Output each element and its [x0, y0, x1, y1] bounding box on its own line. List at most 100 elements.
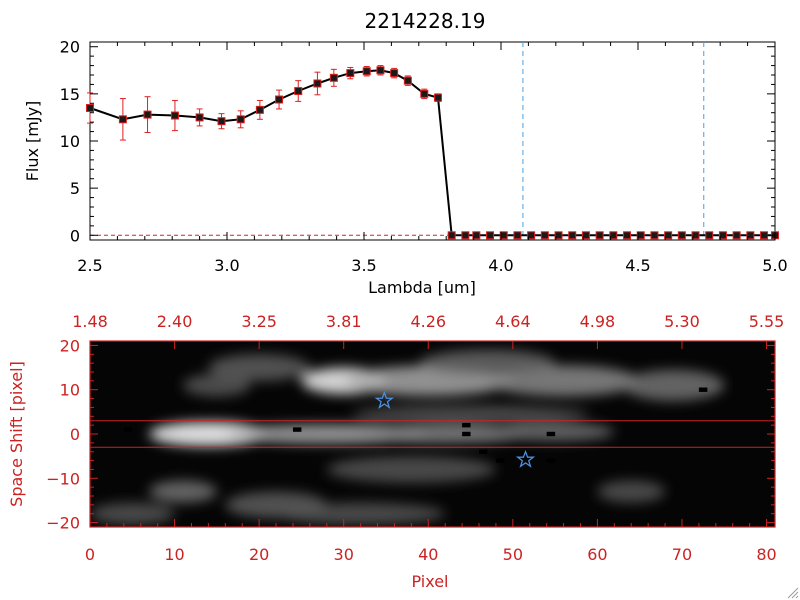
- data-point: [346, 69, 355, 78]
- bad-pixel: [479, 449, 488, 454]
- data-point: [118, 115, 127, 124]
- y-tick-label: 15: [60, 85, 80, 104]
- emission-blob: [276, 502, 446, 525]
- pixel-axis-label: Pixel: [411, 572, 448, 591]
- y-tick-label: 20: [60, 38, 80, 57]
- x-tick-label: 4.0: [488, 256, 513, 275]
- data-point: [677, 231, 686, 240]
- data-point: [403, 76, 412, 85]
- data-point: [760, 231, 769, 240]
- emission-blob: [326, 456, 496, 483]
- pixel-tick-label: 40: [418, 545, 438, 564]
- y-tick-label: 10: [60, 132, 80, 151]
- wavelength-top-label: 1.48: [72, 312, 108, 331]
- data-point: [554, 231, 563, 240]
- data-point: [195, 113, 204, 122]
- y-tick-label: 0: [70, 226, 80, 245]
- emission-blob: [622, 369, 725, 401]
- emission-blob: [352, 405, 589, 423]
- chart-title: 2214228.19: [365, 9, 486, 33]
- bad-pixel: [292, 427, 302, 432]
- data-point: [581, 231, 590, 240]
- pixel-tick-label: 80: [756, 545, 776, 564]
- x-tick-label: 3.0: [214, 256, 239, 275]
- data-point: [170, 111, 179, 120]
- data-point: [595, 231, 604, 240]
- data-point: [718, 231, 727, 240]
- x-tick-label: 4.5: [625, 256, 650, 275]
- bad-pixel: [495, 458, 505, 463]
- flux-series-line: [89, 69, 775, 237]
- wavelength-top-label: 3.81: [326, 312, 362, 331]
- emission-blob: [149, 480, 217, 503]
- wavelength-top-label: 5.55: [749, 312, 785, 331]
- shift-tick-label: 10: [60, 381, 80, 400]
- data-point: [664, 231, 673, 240]
- wavelength-top-label: 4.98: [580, 312, 616, 331]
- resize-grip[interactable]: [787, 587, 799, 599]
- data-point: [217, 117, 226, 126]
- data-point: [486, 231, 495, 240]
- x-tick-label: 2.5: [77, 256, 102, 275]
- data-point: [329, 73, 338, 82]
- bad-pixel: [546, 431, 556, 437]
- pixel-tick-label: 20: [249, 545, 269, 564]
- data-point: [376, 66, 385, 75]
- data-point: [390, 69, 399, 78]
- wavelength-top-label: 3.25: [241, 312, 277, 331]
- wavelength-top-label: 4.64: [495, 312, 531, 331]
- bad-pixel: [546, 458, 556, 463]
- emission-blob: [360, 425, 530, 443]
- x-axis-label: Lambda [um]: [368, 278, 476, 297]
- spectrum-panel: 2214228.19 2.5 3.0 3.5 4.0 4.5 5.0 0 5 10 15 20 L…: [23, 9, 788, 297]
- pixel-tick-label: 50: [503, 545, 523, 564]
- data-point: [609, 231, 618, 240]
- bad-pixel: [462, 422, 471, 428]
- data-point: [461, 231, 470, 240]
- data-point: [236, 115, 245, 124]
- bad-pixel: [462, 431, 471, 437]
- data-point: [513, 231, 522, 240]
- data-point: [420, 89, 429, 98]
- data-point: [691, 231, 700, 240]
- data-point: [636, 231, 645, 240]
- data-point: [650, 231, 659, 240]
- emission-blob: [90, 502, 175, 525]
- data-point: [568, 231, 577, 240]
- data-point: [540, 231, 549, 240]
- data-point: [255, 105, 264, 114]
- spectrum-plot-frame: [89, 41, 776, 241]
- bad-pixel: [698, 387, 708, 392]
- data-point: [499, 231, 508, 240]
- emission-blob: [419, 349, 556, 377]
- data-point: [362, 67, 371, 76]
- wavelength-top-label: 2.40: [157, 312, 193, 331]
- y-tick-label: 5: [70, 179, 80, 198]
- data-point: [705, 231, 714, 240]
- data-point: [313, 79, 322, 88]
- shift-tick-label: −10: [46, 469, 80, 488]
- data-point: [623, 231, 632, 240]
- data-point: [732, 231, 741, 240]
- x-tick-label: 3.5: [351, 256, 376, 275]
- shift-tick-label: −20: [46, 514, 80, 533]
- data-point: [294, 87, 303, 96]
- data-point: [527, 231, 536, 240]
- pixel-tick-label: 10: [164, 545, 184, 564]
- data-point: [143, 110, 152, 119]
- data-point: [447, 231, 456, 240]
- pixel-tick-label: 30: [334, 545, 354, 564]
- emission-blob: [597, 480, 666, 503]
- data-point: [433, 93, 442, 102]
- pixel-tick-label: 0: [85, 545, 95, 564]
- data-point: [275, 95, 284, 104]
- shift-tick-label: 0: [70, 425, 80, 444]
- emission-blob: [183, 374, 251, 397]
- x-tick-label: 5.0: [762, 256, 787, 275]
- data-point: [86, 104, 94, 112]
- shift-tick-label: 20: [60, 336, 80, 355]
- pixel-tick-label: 60: [587, 545, 607, 564]
- spectral-image-panel: 0 10 20 30 40 50 60 70 80 1.48 2.40 3.25 3.81 4.26 4.…: [7, 312, 784, 591]
- data-point: [472, 231, 481, 240]
